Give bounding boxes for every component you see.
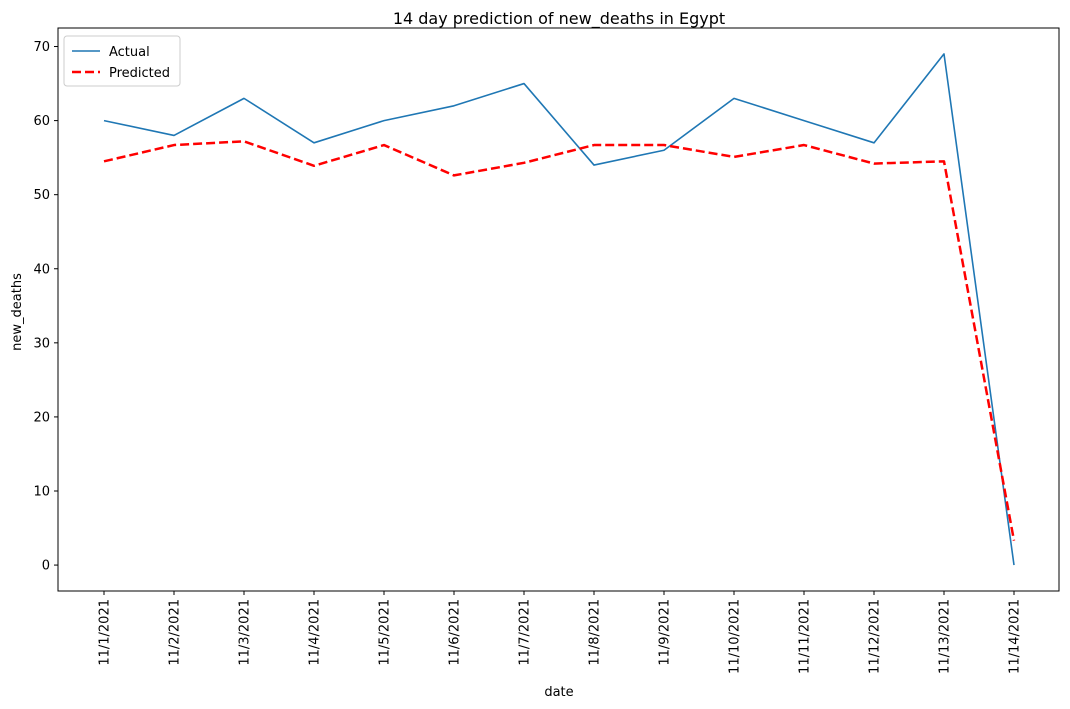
series-line-predicted	[103, 140, 1016, 541]
series-layer	[103, 53, 1016, 566]
legend-box	[63, 35, 181, 87]
x-tick-label: 11/4/2021	[308, 599, 323, 666]
x-tick-label: 11/9/2021	[658, 599, 673, 666]
x-tick-label: 11/11/2021	[798, 599, 813, 674]
y-tick-label: 10	[33, 484, 50, 499]
x-axis-label: date	[544, 685, 573, 700]
series-line-actual	[103, 53, 1015, 566]
x-tick-label: 11/6/2021	[448, 599, 463, 666]
x-tick-label: 11/10/2021	[728, 599, 743, 674]
y-tick-label: 60	[33, 114, 50, 129]
plot-area	[57, 27, 1060, 592]
x-axis: 11/1/2021 11/2/2021 11/3/2021 11/4/2021 11/5…	[98, 591, 1023, 674]
y-axis: 0 10 20 30 40 50 60 70	[33, 40, 58, 574]
x-tick-label: 11/2/2021	[168, 599, 183, 666]
legend: Actual Predicted	[63, 35, 181, 87]
x-tick-label: 11/7/2021	[518, 599, 533, 666]
x-tick-label: 11/12/2021	[868, 599, 883, 674]
y-tick-label: 30	[33, 336, 50, 351]
y-axis-label: new_deaths	[10, 273, 25, 351]
y-tick-label: 20	[33, 410, 50, 425]
x-tick-label: 11/14/2021	[1008, 599, 1023, 674]
x-tick-label: 11/13/2021	[938, 599, 953, 674]
y-tick-label: 40	[33, 262, 50, 277]
x-tick-label: 11/5/2021	[378, 599, 393, 666]
y-tick-label: 50	[33, 188, 50, 203]
legend-label-actual: Actual	[109, 45, 150, 60]
x-tick-label: 11/3/2021	[238, 599, 253, 666]
y-tick-label: 0	[42, 559, 50, 574]
legend-label-predicted: Predicted	[109, 66, 170, 81]
y-tick-label: 70	[33, 40, 50, 55]
x-tick-label: 11/1/2021	[98, 599, 113, 666]
x-tick-label: 11/8/2021	[588, 599, 603, 666]
chart-title: 14 day prediction of new_deaths in Egypt	[393, 9, 725, 29]
